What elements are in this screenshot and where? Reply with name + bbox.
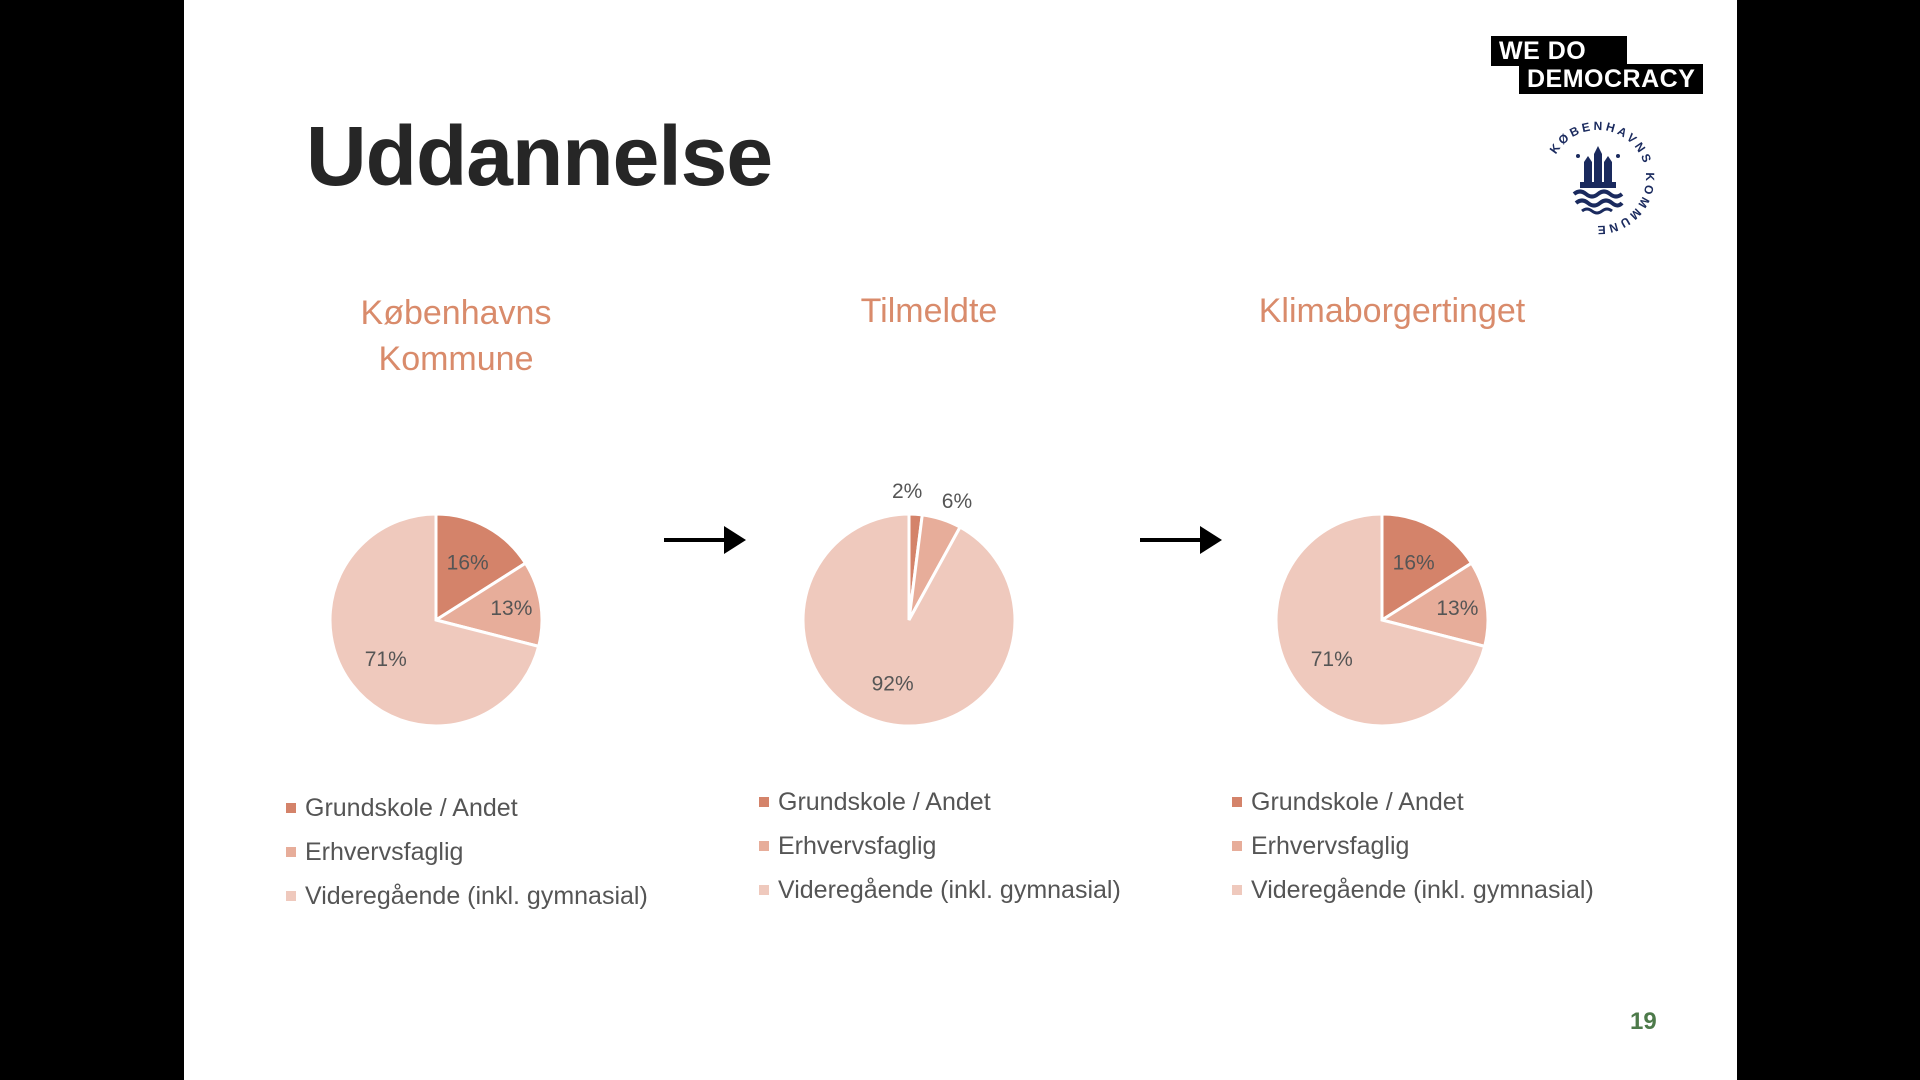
legend-swatch bbox=[286, 803, 296, 813]
logo-line-1: WE DO bbox=[1491, 36, 1627, 66]
pie-plot: 2% 6% 92% bbox=[801, 480, 1017, 728]
legend-swatch bbox=[1232, 885, 1242, 895]
legend-item: Erhvervsfaglig bbox=[286, 830, 648, 874]
legend-swatch bbox=[286, 891, 296, 901]
chart-legend: Grundskole / Andet Erhvervsfaglig Videregå… bbox=[286, 786, 648, 918]
pie-chart-klimaborgertinget: Klimaborgertinget 16% 13% 71% Grundskole / … bbox=[1232, 290, 1712, 930]
legend-label: Erhvervsfaglig bbox=[1251, 831, 1410, 860]
legend-item: Grundskole / Andet bbox=[286, 786, 648, 830]
slide: Uddannelse WE DO DEMOCRACY KØBENHAVNS KO… bbox=[184, 0, 1737, 1080]
data-label: 16% bbox=[1393, 551, 1435, 574]
data-label: 16% bbox=[447, 551, 489, 574]
data-label: 71% bbox=[365, 648, 407, 671]
kobenhavns-kommune-crest-icon: KØBENHAVNS KOMMUNE bbox=[1547, 119, 1654, 237]
chart-title: Klimaborgertinget bbox=[1258, 292, 1526, 330]
pie-chart-kobenhavns-kommune: Københavns Kommune 16% 13% 71% Grundskole /… bbox=[286, 290, 766, 930]
legend-label: Erhvervsfaglig bbox=[778, 831, 937, 860]
chart-legend: Grundskole / Andet Erhvervsfaglig Videregå… bbox=[759, 780, 1121, 912]
legend-item: Videregående (inkl. gymnasial) bbox=[1232, 868, 1594, 912]
pie-plot: 16%13% 71% bbox=[328, 512, 544, 728]
pie-slice bbox=[328, 512, 541, 728]
data-label: 2% bbox=[892, 480, 922, 503]
legend-swatch bbox=[759, 885, 769, 895]
legend-item: Erhvervsfaglig bbox=[1232, 824, 1594, 868]
legend-label: Videregående (inkl. gymnasial) bbox=[1251, 875, 1594, 904]
data-label: 71% bbox=[1311, 648, 1353, 671]
legend-label: Grundskole / Andet bbox=[778, 787, 991, 816]
chart-title: Københavns Kommune bbox=[360, 294, 552, 378]
legend-item: Erhvervsfaglig bbox=[759, 824, 1121, 868]
pie-slice bbox=[801, 512, 1017, 728]
legend-swatch bbox=[1232, 841, 1242, 851]
chart-legend: Grundskole / Andet Erhvervsfaglig Videregå… bbox=[1232, 780, 1594, 912]
legend-item: Grundskole / Andet bbox=[759, 780, 1121, 824]
pie-slice bbox=[1380, 512, 1474, 623]
slide-title: Uddannelse bbox=[306, 109, 773, 203]
chart-title: Tilmeldte bbox=[860, 292, 998, 330]
pie-plot: 16%13% 71% bbox=[1274, 512, 1490, 728]
legend-item: Grundskole / Andet bbox=[1232, 780, 1594, 824]
page-number: 19 bbox=[1630, 1008, 1657, 1035]
logo-line-2: DEMOCRACY bbox=[1519, 64, 1704, 94]
legend-swatch bbox=[759, 797, 769, 807]
legend-label: Grundskole / Andet bbox=[1251, 787, 1464, 816]
data-label: 13% bbox=[1436, 597, 1478, 620]
legend-label: Erhvervsfaglig bbox=[305, 837, 464, 866]
legend-swatch bbox=[286, 847, 296, 857]
data-label: 92% bbox=[872, 673, 914, 696]
legend-swatch bbox=[759, 841, 769, 851]
legend-item: Videregående (inkl. gymnasial) bbox=[759, 868, 1121, 912]
legend-item: Videregående (inkl. gymnasial) bbox=[286, 874, 648, 918]
pie-slice bbox=[1274, 512, 1487, 728]
data-label: 6% bbox=[942, 490, 972, 513]
legend-label: Videregående (inkl. gymnasial) bbox=[778, 875, 1121, 904]
pie-chart-tilmeldte: Tilmeldte 2% 6% 92% Grundskole / Andet Erhve… bbox=[759, 290, 1239, 930]
legend-label: Grundskole / Andet bbox=[305, 793, 518, 822]
data-label: 13% bbox=[490, 597, 532, 620]
arrow-right-icon bbox=[664, 526, 746, 554]
arrow-right-icon bbox=[1140, 526, 1222, 554]
legend-swatch bbox=[1232, 797, 1242, 807]
pie-slice bbox=[434, 512, 528, 623]
legend-label: Videregående (inkl. gymnasial) bbox=[305, 881, 648, 910]
